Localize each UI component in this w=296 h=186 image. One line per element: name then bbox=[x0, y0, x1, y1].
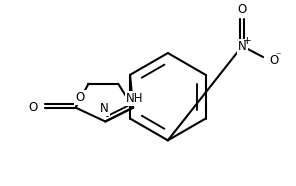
Text: N: N bbox=[100, 102, 109, 115]
Text: O: O bbox=[29, 101, 38, 114]
Text: N: N bbox=[238, 40, 247, 53]
Text: +: + bbox=[243, 36, 252, 46]
Text: NH: NH bbox=[126, 92, 144, 105]
Text: ⁻: ⁻ bbox=[275, 51, 281, 61]
Text: O: O bbox=[75, 91, 84, 104]
Text: O: O bbox=[238, 3, 247, 16]
Text: O: O bbox=[269, 54, 278, 68]
